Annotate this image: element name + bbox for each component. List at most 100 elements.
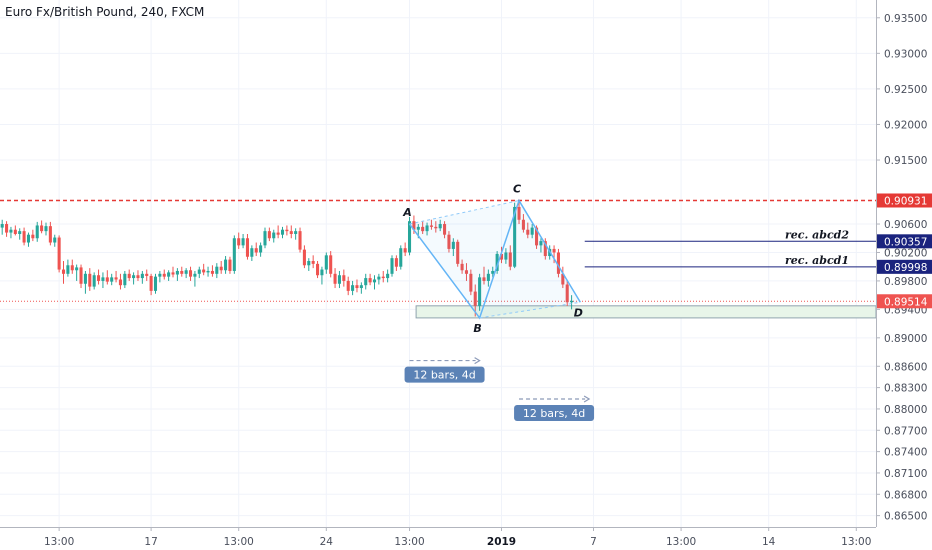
- chart-title: Euro Fx/British Pound, 240, FXCM: [5, 5, 204, 19]
- candle: [57, 235, 61, 273]
- candle: [66, 259, 70, 277]
- candle: [482, 266, 486, 285]
- candle: [451, 238, 455, 257]
- candle-body: [451, 241, 455, 249]
- candle: [324, 252, 328, 274]
- candle-body: [377, 276, 381, 280]
- time-axis[interactable]: 13:00 17 13:00 24 13:00 2019 7 13:00 14 13:00: [44, 527, 871, 548]
- candle: [561, 266, 565, 289]
- candle-body: [482, 277, 486, 281]
- time-tick-label: 13:00: [841, 536, 871, 548]
- candle-body: [92, 275, 96, 287]
- candle: [539, 238, 543, 253]
- candle: [35, 221, 39, 242]
- candle: [158, 270, 162, 283]
- price-tag-label-rec-abcd2: 0.90357: [884, 236, 927, 248]
- candle-body: [491, 270, 495, 274]
- candle-body: [320, 269, 324, 276]
- date-range[interactable]: 12 bars, 4d: [514, 395, 595, 421]
- candle: [175, 268, 179, 281]
- candle: [443, 221, 447, 239]
- grid: [0, 0, 876, 527]
- candle: [171, 266, 175, 278]
- candle: [250, 245, 254, 262]
- candle-body: [478, 277, 482, 306]
- candle-body: [359, 285, 363, 289]
- price-tick-label: 0.87100: [884, 468, 927, 480]
- candle: [224, 256, 228, 274]
- candle: [228, 256, 232, 274]
- date-range[interactable]: 12 bars, 4d: [404, 357, 485, 383]
- candle: [149, 273, 153, 296]
- time-axis-background: [0, 527, 876, 550]
- candle-body: [171, 272, 175, 275]
- candle-body: [79, 267, 83, 284]
- candle: [232, 235, 236, 274]
- candle: [381, 270, 385, 283]
- candle-body: [175, 270, 179, 275]
- price-tag-last-price: [877, 294, 932, 309]
- candle: [79, 264, 83, 289]
- candle-body: [75, 267, 79, 271]
- candle-body: [153, 276, 158, 291]
- hline-label-rec-abcd2: rec. abcd2: [785, 228, 849, 241]
- candle: [543, 238, 547, 260]
- candle-body: [294, 231, 298, 234]
- candle: [342, 269, 346, 287]
- candle-body: [145, 273, 149, 276]
- candle-body: [197, 269, 201, 274]
- candle: [202, 263, 206, 276]
- candle-body: [543, 241, 547, 257]
- candle: [346, 276, 350, 296]
- candle-body: [219, 266, 223, 271]
- candle: [219, 261, 223, 274]
- candle: [372, 275, 377, 290]
- pattern-point-B: B: [473, 322, 481, 335]
- candle: [162, 269, 166, 280]
- candle: [210, 265, 214, 277]
- candle-body: [561, 273, 565, 285]
- candle: [53, 234, 57, 247]
- candle: [276, 225, 280, 239]
- candle-body: [9, 229, 13, 233]
- candle-body: [245, 238, 250, 257]
- candle-body: [188, 270, 193, 277]
- price-tick-label: 0.91500: [884, 155, 927, 167]
- time-tick-label: 13:00: [224, 536, 254, 548]
- candle-body: [136, 275, 140, 279]
- candle-body: [416, 226, 420, 230]
- candle-body: [232, 238, 236, 271]
- candle-body: [22, 231, 26, 243]
- candle-body: [193, 273, 197, 277]
- candle-body: [180, 270, 184, 274]
- candle-body: [97, 275, 101, 281]
- date-ranges: 12 bars, 4d 12 bars, 4d: [404, 357, 595, 421]
- candle: [368, 273, 372, 286]
- candle-body: [110, 277, 114, 282]
- candle-body: [311, 261, 315, 264]
- candle: [127, 269, 131, 281]
- candle: [9, 226, 13, 239]
- candle: [504, 248, 508, 264]
- candle-body: [390, 258, 394, 274]
- candle: [390, 255, 394, 277]
- price-tick-label: 0.88000: [884, 404, 927, 416]
- candle: [460, 259, 464, 274]
- price-tick-label: 0.89800: [884, 276, 927, 288]
- candle: [167, 270, 171, 281]
- plot-background: [0, 0, 876, 527]
- date-range-label: 12 bars, 4d: [413, 369, 475, 382]
- abcd-polyline[interactable]: [408, 198, 581, 320]
- candle: [351, 280, 355, 296]
- candle-body: [337, 275, 341, 284]
- candle-body: [5, 224, 9, 233]
- candle: [44, 222, 48, 236]
- price-tick-label: 0.92500: [884, 84, 927, 96]
- candle: [298, 227, 302, 253]
- candle: [311, 255, 315, 269]
- candle-body: [118, 279, 122, 286]
- price-tick-label: 0.89000: [884, 333, 927, 345]
- candle-body: [443, 224, 447, 235]
- candle-body: [473, 291, 477, 306]
